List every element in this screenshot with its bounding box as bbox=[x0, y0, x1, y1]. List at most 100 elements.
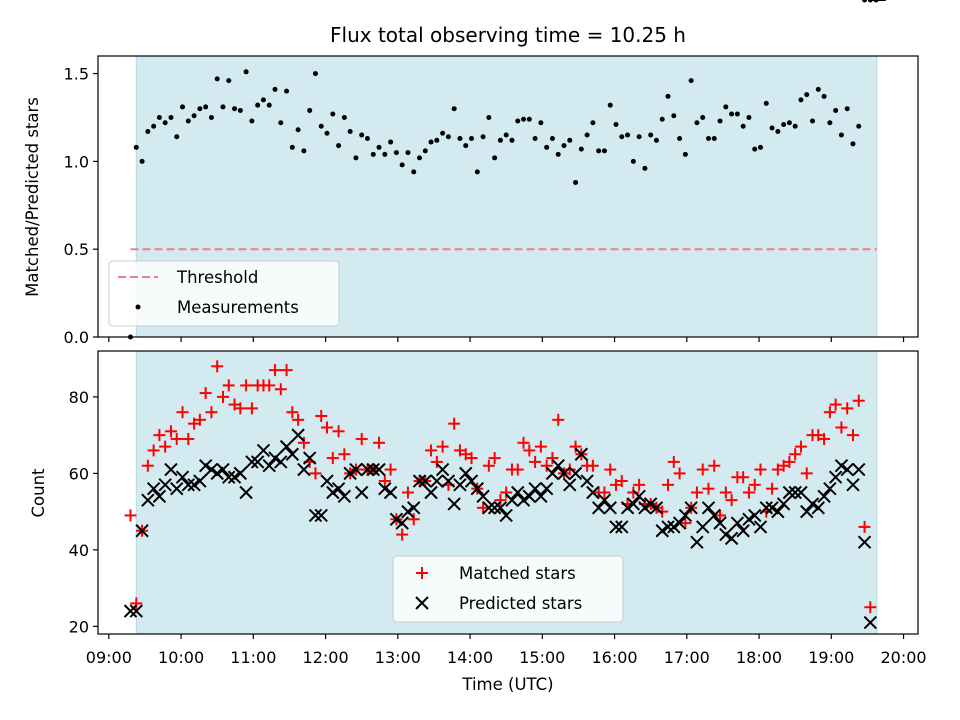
predicted-star-marker bbox=[678, 508, 693, 523]
measurement-point bbox=[324, 130, 330, 136]
predicted-star-marker bbox=[204, 462, 219, 477]
x-tick-label: 12:00 bbox=[303, 648, 349, 667]
measurement-point bbox=[347, 129, 353, 135]
measurement-point bbox=[359, 132, 365, 138]
matched-star-marker bbox=[858, 520, 871, 533]
predicted-star-marker bbox=[580, 474, 594, 488]
measurement-point bbox=[677, 136, 683, 142]
measurement-point bbox=[538, 120, 544, 126]
predicted-star-marker bbox=[846, 478, 860, 492]
predicted-star-marker bbox=[776, 497, 791, 511]
predicted-star-marker bbox=[655, 524, 669, 538]
measurement-point bbox=[474, 169, 480, 175]
matched-star-marker bbox=[552, 413, 565, 426]
predicted-star-marker bbox=[499, 508, 513, 523]
measurement-point bbox=[844, 106, 850, 112]
matched-star-marker bbox=[534, 440, 547, 453]
matched-star-marker bbox=[500, 486, 513, 499]
measurement-point bbox=[486, 114, 492, 120]
matched-star-marker bbox=[245, 402, 258, 415]
predicted-star-marker bbox=[412, 474, 427, 488]
measurement-point bbox=[341, 114, 347, 120]
y-tick-label: 60 bbox=[69, 464, 89, 483]
measurement-point bbox=[243, 69, 249, 75]
predicted-star-marker bbox=[141, 493, 155, 507]
predicted-star-marker bbox=[748, 508, 762, 523]
measurement-point bbox=[260, 97, 266, 103]
measurement-point bbox=[526, 116, 532, 122]
predicted-star-marker bbox=[198, 459, 213, 473]
x-tick-label: 19:00 bbox=[808, 648, 854, 667]
matched-star-marker bbox=[199, 387, 212, 400]
measurement-point bbox=[613, 121, 619, 127]
measurement-point bbox=[416, 155, 422, 161]
x-tick-label: 17:00 bbox=[664, 648, 710, 667]
measurement-point bbox=[388, 139, 394, 145]
predicted-star-marker bbox=[250, 455, 265, 469]
measurement-point bbox=[370, 151, 376, 157]
predicted-star-marker bbox=[175, 470, 190, 484]
predicted-star-marker bbox=[326, 485, 340, 500]
predicted-star-marker bbox=[222, 470, 236, 484]
measurement-point bbox=[399, 162, 405, 168]
bottom-panel: 20 40 60 80 09:00 10:00 11:00 12:00 13:00 14:00 1… bbox=[29, 0, 927, 694]
matched-star-marker bbox=[477, 501, 490, 514]
measurement-point bbox=[573, 179, 579, 185]
predicted-star-marker bbox=[545, 466, 560, 481]
predicted-star-marker bbox=[285, 447, 300, 461]
matched-star-marker bbox=[193, 413, 206, 426]
y-tick-label: 40 bbox=[69, 541, 89, 560]
measurement-point bbox=[682, 151, 688, 157]
predicted-star-marker bbox=[453, 478, 467, 492]
matched-star-marker bbox=[633, 478, 646, 491]
matched-star-marker bbox=[205, 406, 218, 419]
measurement-point bbox=[214, 76, 220, 82]
measurement-point bbox=[497, 137, 503, 143]
measurement-point bbox=[266, 102, 272, 108]
measurement-point bbox=[769, 125, 775, 131]
predicted-star-marker bbox=[539, 481, 554, 496]
matched-star-marker bbox=[286, 406, 299, 419]
matched-star-marker bbox=[835, 421, 848, 434]
legend-label-predicted: Predicted stars bbox=[459, 594, 582, 613]
measurement-point bbox=[862, 0, 868, 3]
matched-star-marker bbox=[373, 436, 386, 449]
matched-star-marker bbox=[864, 601, 877, 614]
matched-star-marker bbox=[569, 440, 582, 453]
bottom-y-ticks: 20 40 60 80 bbox=[69, 388, 98, 636]
matched-star-marker bbox=[841, 402, 854, 415]
predicted-star-marker bbox=[528, 481, 542, 496]
measurement-point bbox=[503, 132, 509, 138]
measurement-point bbox=[671, 113, 677, 119]
matched-star-marker bbox=[529, 455, 542, 468]
predicted-star-marker bbox=[765, 501, 779, 515]
matched-star-marker bbox=[425, 444, 438, 457]
measurement-point bbox=[151, 123, 157, 129]
matched-star-marker bbox=[164, 425, 177, 438]
predicted-star-marker bbox=[753, 520, 768, 534]
matched-star-marker bbox=[321, 421, 334, 434]
matched-star-marker bbox=[274, 383, 287, 396]
predicted-star-marker bbox=[274, 455, 288, 469]
matched-star-marker bbox=[679, 517, 692, 530]
predicted-star-marker bbox=[695, 520, 710, 534]
matched-star-marker bbox=[170, 432, 183, 445]
bottom-plot-frame bbox=[97, 350, 919, 635]
matched-star-marker bbox=[754, 463, 767, 476]
matched-star-marker bbox=[216, 390, 229, 403]
predicted-star-marker bbox=[158, 478, 172, 492]
measurement-point bbox=[237, 107, 243, 113]
predicted-star-marker bbox=[707, 508, 721, 523]
measurement-point bbox=[480, 134, 486, 140]
matched-star-marker bbox=[211, 360, 224, 373]
measurement-point bbox=[815, 86, 821, 92]
measurement-point bbox=[463, 143, 469, 149]
measurement-point bbox=[758, 144, 764, 150]
predicted-star-marker bbox=[701, 501, 716, 515]
measurement-point bbox=[630, 158, 636, 164]
matched-star-marker bbox=[540, 459, 553, 472]
measurement-point bbox=[289, 144, 295, 150]
matched-star-marker bbox=[263, 379, 276, 392]
matched-star-marker bbox=[800, 467, 813, 480]
measurement-point bbox=[711, 136, 717, 142]
